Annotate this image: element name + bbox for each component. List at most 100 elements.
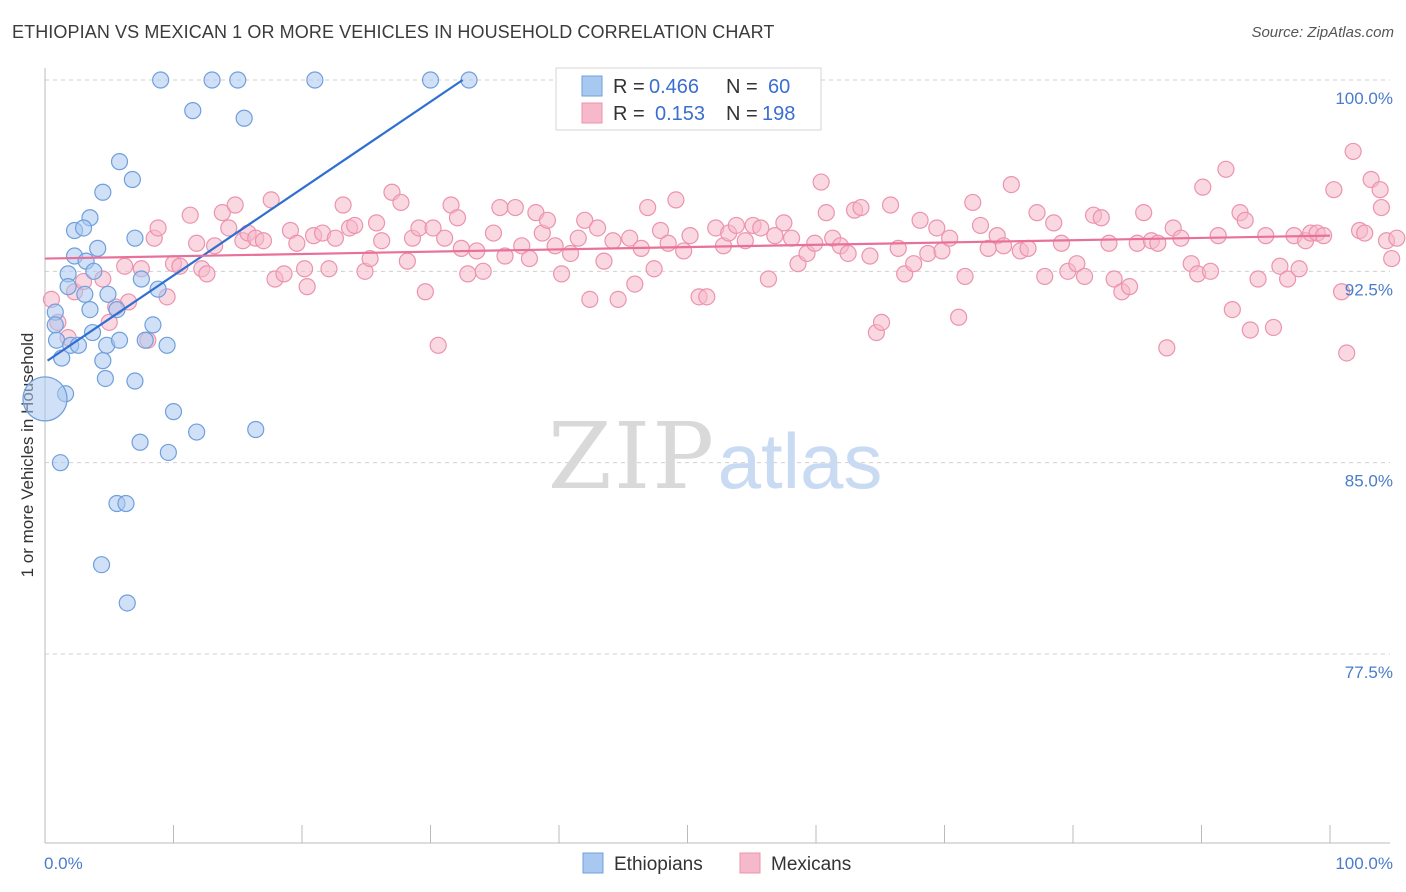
mexican-point-133 (1002, 175, 1020, 194)
mexican-point-55 (436, 229, 454, 247)
mexican-point-160 (1209, 227, 1227, 245)
ethiopians-points (22, 71, 478, 612)
mexican-point-92 (698, 288, 716, 306)
x-tick-label-1: 100.0% (1335, 854, 1393, 873)
source-label: Source: ZipAtlas.com (1251, 24, 1394, 41)
mexican-point-113 (852, 198, 870, 217)
mexican-point-101 (766, 227, 784, 245)
ethiopian-point-48 (159, 443, 177, 462)
mexican-point-49 (398, 252, 416, 270)
mexican-point-177 (1325, 181, 1343, 199)
mexican-point-84 (639, 198, 657, 217)
ethiopian-point-38 (53, 349, 71, 367)
ethiopian-point-8 (110, 153, 129, 171)
mexican-point-103 (782, 229, 801, 247)
mexican-point-153 (1158, 339, 1176, 357)
ethiopian-point-7 (235, 109, 253, 127)
mexican-point-138 (1045, 214, 1063, 232)
ethiopian-point-9 (123, 170, 141, 189)
mexican-point-57 (448, 209, 467, 227)
mexican-point-53 (424, 219, 442, 237)
mexican-point-89 (675, 242, 693, 260)
mexican-point-48 (392, 193, 410, 212)
mexican-point-82 (626, 275, 644, 293)
mexican-point-24 (226, 196, 244, 214)
mexicans-points (42, 142, 1406, 362)
ethiopian-point-49 (51, 454, 70, 472)
mexican-point-139 (1052, 234, 1071, 252)
ethiopian-point-13 (74, 219, 93, 237)
mexican-point-161 (1217, 160, 1235, 178)
mexican-point-70 (538, 211, 557, 229)
ethiopian-point-51 (117, 494, 135, 513)
legend-swatch-mexicans (581, 102, 603, 124)
mexican-point-114 (861, 247, 879, 265)
ethiopian-point-19 (85, 262, 103, 280)
mexican-point-9 (116, 257, 134, 275)
ethiopian-point-46 (188, 423, 206, 441)
mexican-point-31 (275, 265, 293, 283)
ethiopian-point-23 (76, 285, 94, 303)
chart-title: ETHIOPIAN VS MEXICAN 1 OR MORE VEHICLES … (12, 22, 775, 42)
mexican-point-141 (1068, 255, 1086, 273)
ethiopian-point-47 (131, 433, 149, 451)
mexican-point-158 (1194, 178, 1212, 196)
mexican-point-180 (1344, 142, 1362, 161)
ethiopian-point-14 (126, 229, 144, 247)
mexican-point-111 (839, 244, 857, 263)
ethiopian-point-29 (46, 316, 64, 334)
mexican-point-80 (609, 290, 627, 308)
axes (44, 68, 1390, 844)
legend-r-label-0: R = (613, 76, 645, 98)
mexican-point-108 (817, 204, 835, 222)
ethiopian-point-4 (421, 71, 440, 89)
ethiopian-point-6 (184, 102, 202, 120)
mexican-point-122 (919, 244, 937, 263)
mexican-point-62 (484, 224, 503, 242)
mexican-point-81 (621, 229, 639, 247)
mexican-point-162 (1223, 301, 1241, 319)
mexican-point-45 (367, 214, 386, 232)
mexican-point-73 (561, 244, 580, 263)
bottom-legend-swatch-mexicans (739, 852, 761, 874)
ethiopian-point-22 (149, 280, 167, 298)
mexican-point-28 (254, 232, 273, 250)
mexican-point-121 (911, 211, 929, 229)
ethiopian-point-15 (89, 239, 107, 257)
mexican-point-39 (326, 229, 345, 247)
mexican-point-128 (964, 193, 982, 212)
ethiopian-point-52 (92, 556, 111, 574)
mexican-point-96 (727, 216, 745, 235)
y-tick-label-3: 100.0% (1335, 89, 1393, 108)
mexican-point-54 (429, 336, 447, 354)
mexican-point-44 (361, 249, 379, 268)
ethiopian-point-39 (94, 352, 112, 370)
mexican-point-13 (149, 219, 167, 237)
ethiopian-point-10 (94, 183, 112, 201)
mexican-point-18 (188, 234, 206, 252)
mexican-point-178 (1332, 283, 1351, 301)
mexican-point-165 (1241, 321, 1259, 339)
mexican-point-149 (1128, 234, 1146, 252)
mexican-point-106 (806, 234, 824, 252)
ethiopian-point-21 (59, 278, 77, 296)
mexican-point-144 (1092, 209, 1110, 227)
mexican-point-99 (752, 219, 770, 237)
ethiopian-point-45 (247, 420, 265, 439)
mexican-point-74 (569, 229, 587, 247)
mexican-point-135 (1019, 239, 1037, 257)
bottom-legend-ethiopians: Ethiopians (614, 854, 703, 875)
legend: R = 0.466 N = 60 R = 0.153 N = 198 (555, 67, 822, 131)
mexican-point-188 (1388, 229, 1406, 247)
y-tick-label-1: 85.0% (1345, 472, 1393, 491)
mexican-point-17 (181, 206, 199, 224)
ethiopian-point-0 (152, 71, 170, 89)
mexican-point-100 (759, 270, 778, 288)
watermark-zip: ZIP (548, 403, 716, 510)
watermark: ZIP atlas (548, 403, 882, 510)
mexican-point-79 (604, 232, 622, 250)
mexican-point-75 (576, 211, 594, 229)
mexican-point-136 (1028, 204, 1046, 222)
legend-r-value-1: 0.153 (655, 103, 705, 125)
